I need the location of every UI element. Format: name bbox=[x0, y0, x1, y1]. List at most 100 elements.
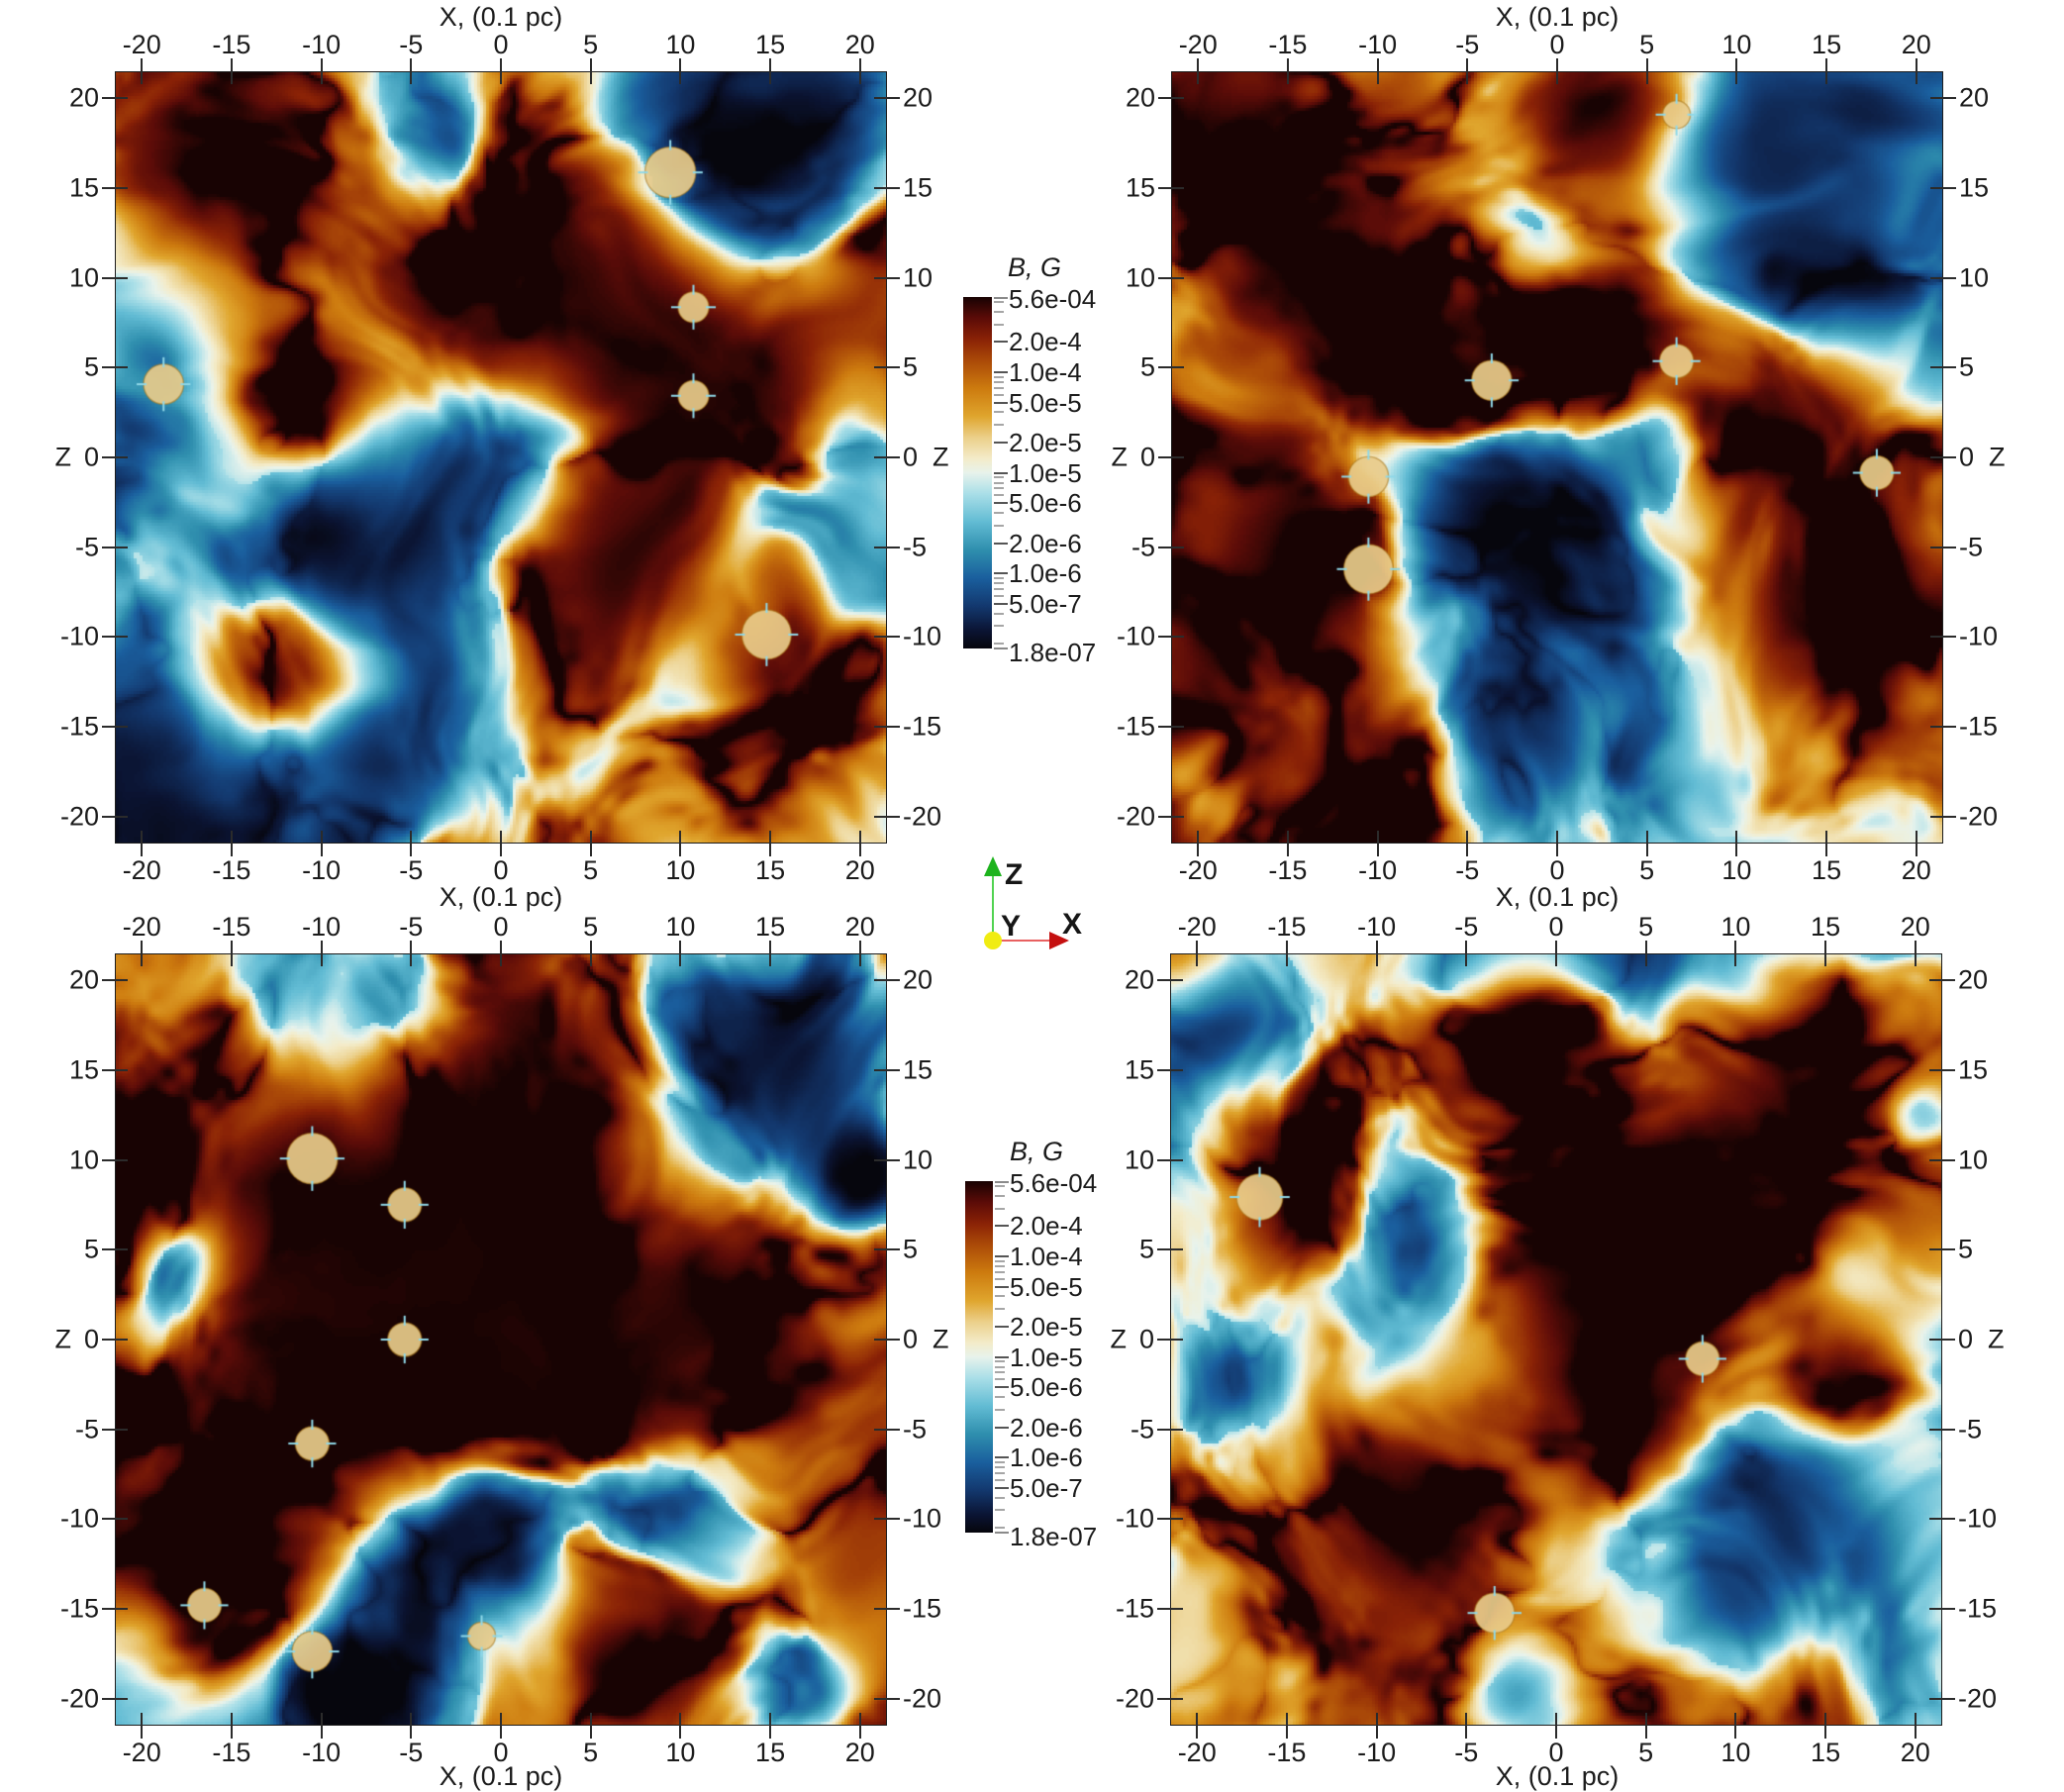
x-tick-mark bbox=[858, 831, 861, 856]
x-tick-mark bbox=[320, 941, 323, 966]
x-tick-label: 20 bbox=[844, 1738, 875, 1767]
z-tick-mark bbox=[102, 1608, 128, 1611]
z-tick-label: -15 bbox=[1115, 1593, 1154, 1624]
z-tick-mark bbox=[1929, 1608, 1955, 1611]
z-tick-label: 10 bbox=[903, 262, 934, 293]
colorbar-minor-tick bbox=[995, 1270, 1005, 1273]
x-tick-label: 20 bbox=[1900, 1738, 1930, 1767]
z-tick-mark bbox=[874, 1068, 900, 1071]
z-tick-label: -10 bbox=[903, 1503, 942, 1534]
x-tick-label: -20 bbox=[1177, 912, 1217, 942]
colorbar-minor-tick bbox=[995, 1264, 1005, 1267]
x-tick-label: 0 bbox=[493, 1738, 509, 1767]
z-tick-mark bbox=[102, 1428, 128, 1431]
colorbar-minor-tick bbox=[995, 1527, 1005, 1530]
x-tick-label: 15 bbox=[1811, 1738, 1841, 1767]
colorbar-minor-tick bbox=[994, 524, 1004, 527]
x-tick-mark bbox=[679, 58, 682, 84]
colorbar-major-tick bbox=[995, 1255, 1009, 1258]
x-tick-label: -5 bbox=[1455, 855, 1480, 885]
x-tick-mark bbox=[1465, 1713, 1468, 1739]
z-tick-mark bbox=[1929, 979, 1955, 982]
colorbar-minor-tick bbox=[994, 594, 1004, 597]
z-tick-label: 15 bbox=[68, 1054, 99, 1085]
x-axis-title: X, (0.1 pc) bbox=[439, 1761, 563, 1791]
x-tick-mark bbox=[1376, 831, 1379, 856]
x-tick-label: 5 bbox=[1639, 30, 1655, 59]
z-tick-mark bbox=[1158, 546, 1184, 548]
z-tick-label: -20 bbox=[59, 1683, 99, 1714]
z-tick-mark bbox=[102, 276, 128, 279]
z-tick-label: -10 bbox=[1958, 1503, 1998, 1534]
colorbar-major-tick bbox=[994, 442, 1008, 445]
z-tick-mark bbox=[1158, 636, 1184, 639]
z-tick-label: 20 bbox=[1125, 82, 1155, 113]
x-tick-mark bbox=[589, 58, 592, 84]
field-image-bottom-right bbox=[1171, 954, 1941, 1725]
colorbar-minor-tick bbox=[995, 1194, 1005, 1197]
x-tick-label: -15 bbox=[212, 855, 251, 885]
x-tick-mark bbox=[141, 58, 144, 84]
z-tick-mark bbox=[1157, 1697, 1183, 1700]
x-tick-mark bbox=[410, 1713, 413, 1739]
z-tick-label: 5 bbox=[1139, 351, 1155, 382]
colorbar-major-tick bbox=[994, 471, 1008, 474]
z-tick-label: 20 bbox=[903, 82, 934, 113]
x-tick-label: 5 bbox=[1639, 855, 1655, 885]
x-tick-label: -10 bbox=[1357, 1738, 1397, 1767]
z-tick-mark bbox=[1929, 1158, 1955, 1161]
y-axis-label: Y bbox=[1001, 910, 1021, 943]
x-tick-label: 10 bbox=[1721, 30, 1752, 59]
z-tick-label: 15 bbox=[68, 172, 99, 203]
x-tick-mark bbox=[1466, 831, 1469, 856]
z-tick-label: -5 bbox=[903, 1414, 928, 1444]
z-tick-mark bbox=[1158, 186, 1184, 189]
x-tick-label: -10 bbox=[302, 912, 342, 942]
colorbar-minor-tick bbox=[994, 481, 1004, 484]
x-tick-mark bbox=[500, 831, 502, 856]
x-tick-label: -20 bbox=[122, 855, 161, 885]
x-tick-label: -20 bbox=[122, 30, 161, 59]
colorbar-minor-tick bbox=[994, 582, 1004, 585]
colorbar-tick-label: 1.0e-6 bbox=[1009, 558, 1082, 589]
z-axis-title: Z bbox=[1989, 442, 2006, 472]
z-tick-mark bbox=[1158, 97, 1184, 100]
x-tick-label: 15 bbox=[1811, 912, 1841, 942]
colorbar-minor-tick bbox=[994, 323, 1004, 326]
colorbar-tick-label: 2.0e-4 bbox=[1010, 1211, 1083, 1242]
colorbar-end-tick bbox=[994, 647, 1008, 649]
colorbar-tick-label: 2.0e-5 bbox=[1010, 1312, 1083, 1343]
z-tick-mark bbox=[1158, 726, 1184, 729]
z-tick-mark bbox=[1157, 1518, 1183, 1521]
x-tick-mark bbox=[230, 941, 233, 966]
colorbar-minor-tick bbox=[994, 375, 1004, 378]
x-tick-mark bbox=[410, 941, 413, 966]
colorbar-tick-label: 1.0e-5 bbox=[1010, 1342, 1083, 1372]
z-tick-mark bbox=[1157, 1248, 1183, 1251]
x-axis-title: X, (0.1 pc) bbox=[1495, 882, 1620, 912]
z-tick-mark bbox=[1929, 1428, 1955, 1431]
field-image-bottom-left bbox=[116, 954, 886, 1725]
x-tick-label: 10 bbox=[1721, 855, 1752, 885]
z-tick-label: 15 bbox=[1959, 172, 1990, 203]
x-tick-label: 10 bbox=[665, 855, 696, 885]
x-tick-label: 10 bbox=[665, 30, 696, 59]
colorbar-minor-tick bbox=[994, 411, 1004, 414]
colorbar-minor-tick bbox=[995, 1466, 1005, 1469]
z-tick-mark bbox=[102, 1518, 128, 1521]
z-tick-mark bbox=[1929, 1248, 1955, 1251]
z-tick-mark bbox=[1930, 815, 1956, 818]
x-tick-label: -15 bbox=[1268, 855, 1308, 885]
colorbar-tick-label: 5.0e-5 bbox=[1009, 387, 1082, 418]
z-tick-mark bbox=[1158, 815, 1184, 818]
z-tick-mark bbox=[102, 979, 128, 982]
colorbar-title: B, G bbox=[1009, 1137, 1064, 1166]
x-tick-label: -10 bbox=[302, 30, 342, 59]
x-tick-mark bbox=[858, 58, 861, 84]
z-tick-label: -15 bbox=[59, 711, 99, 742]
z-tick-mark bbox=[1157, 1608, 1183, 1611]
x-tick-mark bbox=[769, 831, 772, 856]
z-tick-label: -10 bbox=[59, 621, 99, 651]
z-tick-mark bbox=[102, 456, 128, 458]
colorbar-end-tick bbox=[995, 1532, 1009, 1534]
